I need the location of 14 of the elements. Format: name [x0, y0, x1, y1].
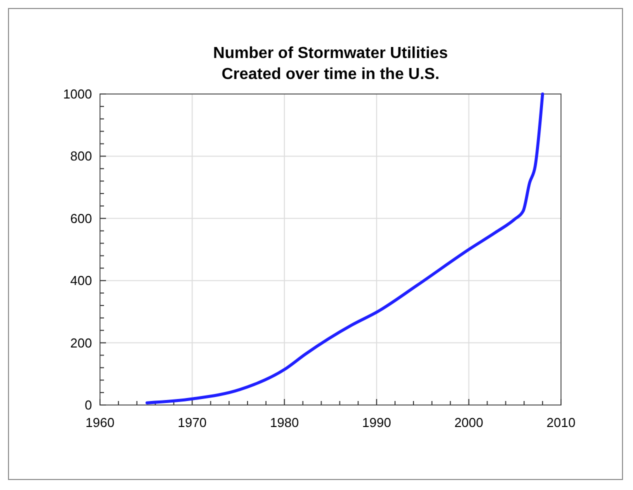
y-tick-label: 800: [70, 148, 92, 164]
line-series: [146, 92, 544, 404]
chart-title: Number of Stormwater Utilities Created over time in the U.S.: [213, 45, 448, 83]
x-tick-label: 2000: [454, 415, 484, 430]
y-tick-label: 200: [70, 335, 92, 350]
y-tick-label: 600: [70, 210, 92, 226]
x-tick-label: 1970: [178, 415, 207, 430]
x-tick-label: 1960: [86, 415, 114, 430]
y-tick-label: 0: [84, 398, 92, 412]
x-tick-label: 1980: [270, 415, 299, 430]
x-tick-label: 1990: [362, 415, 392, 430]
x-tick-label: 2010: [546, 415, 576, 430]
y-tick-label: 1000: [63, 86, 92, 102]
y-tick-label: 400: [70, 273, 92, 288]
